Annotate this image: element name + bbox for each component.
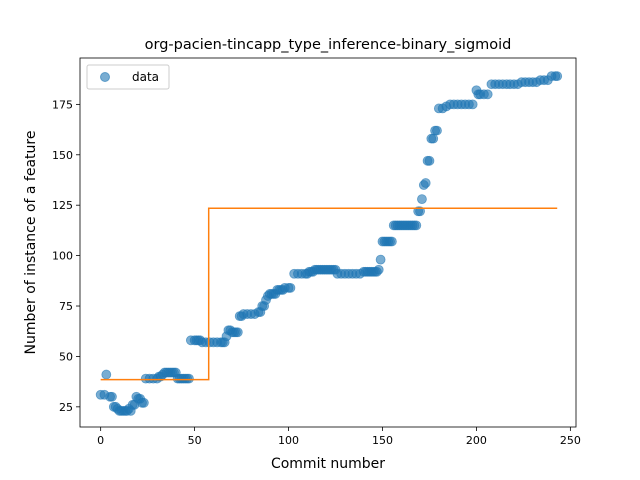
- y-tick-label: 50: [59, 350, 73, 363]
- data-point: [415, 206, 425, 217]
- chart-title: org-pacien-tincapp_type_inference-binary…: [145, 37, 512, 53]
- y-tick-label: 125: [52, 199, 73, 212]
- x-tick-label: 0: [97, 434, 104, 447]
- y-tick-label: 75: [59, 300, 73, 313]
- x-axis: 0 50 100 150 200 250: [97, 427, 581, 447]
- data-point: [285, 282, 296, 293]
- x-tick-label: 50: [188, 434, 202, 447]
- y-axis: 25 50 75 100 125 150 175: [52, 98, 80, 414]
- data-point: [184, 373, 194, 384]
- data-point: [420, 178, 431, 188]
- y-axis-label: Number of instance of a feature: [23, 131, 39, 355]
- legend-frame: [86, 64, 170, 90]
- legend-marker-data: [100, 72, 110, 82]
- axes-frame: [79, 57, 577, 428]
- data-point: [232, 327, 243, 338]
- legend-label-data: data: [132, 70, 159, 84]
- fit-line: [100, 207, 558, 381]
- data-point: [552, 71, 563, 82]
- data-point: [411, 220, 422, 231]
- data-point: [432, 125, 442, 136]
- plot-area: [95, 71, 563, 416]
- y-tick-label: 100: [52, 250, 73, 263]
- x-tick-label: 100: [278, 434, 299, 447]
- data-point: [107, 391, 117, 402]
- legend: data: [86, 64, 170, 90]
- y-tick-label: 175: [52, 98, 73, 111]
- data-point: [373, 264, 384, 275]
- y-tick-label: 150: [52, 149, 73, 162]
- data-point: [428, 133, 439, 144]
- data-point: [138, 397, 149, 408]
- data-point: [375, 254, 386, 265]
- y-tick-label: 25: [59, 401, 73, 414]
- data-point: [386, 236, 397, 247]
- data-point: [482, 89, 493, 100]
- x-tick-label: 250: [560, 434, 581, 447]
- x-tick-label: 150: [372, 434, 393, 447]
- data-point: [467, 99, 478, 110]
- x-tick-label: 200: [466, 434, 487, 447]
- data-point: [101, 369, 112, 380]
- data-point: [417, 194, 427, 205]
- x-axis-label: Commit number: [271, 456, 385, 472]
- data-point: [424, 155, 435, 166]
